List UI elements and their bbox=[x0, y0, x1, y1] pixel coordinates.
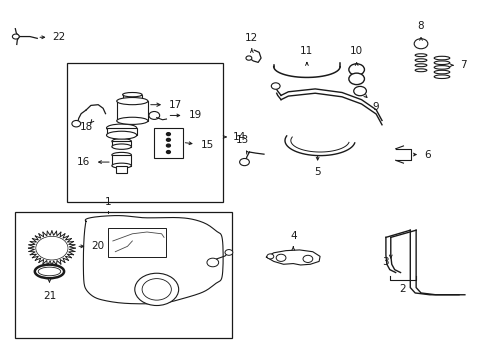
Text: 3: 3 bbox=[381, 257, 387, 267]
Circle shape bbox=[166, 144, 170, 147]
Bar bbox=[112, 141, 131, 147]
Bar bbox=[112, 155, 131, 166]
Text: 5: 5 bbox=[314, 167, 320, 177]
Bar bbox=[117, 101, 148, 121]
Ellipse shape bbox=[106, 131, 137, 139]
Ellipse shape bbox=[112, 163, 131, 168]
Ellipse shape bbox=[35, 265, 64, 278]
Text: 21: 21 bbox=[43, 291, 56, 301]
Ellipse shape bbox=[414, 54, 426, 57]
Text: 20: 20 bbox=[91, 241, 104, 251]
Ellipse shape bbox=[433, 61, 449, 64]
Text: 8: 8 bbox=[417, 21, 424, 31]
Text: 14: 14 bbox=[233, 132, 246, 142]
Text: 19: 19 bbox=[188, 111, 201, 121]
Bar bbox=[15, 212, 232, 338]
Ellipse shape bbox=[433, 56, 449, 60]
Text: 10: 10 bbox=[349, 46, 363, 56]
Text: 7: 7 bbox=[460, 60, 466, 70]
Text: 15: 15 bbox=[200, 140, 213, 150]
Ellipse shape bbox=[414, 59, 426, 62]
Bar bbox=[66, 63, 222, 202]
Circle shape bbox=[276, 254, 285, 261]
Circle shape bbox=[348, 64, 364, 75]
Circle shape bbox=[245, 56, 251, 60]
Text: 11: 11 bbox=[300, 46, 313, 56]
Circle shape bbox=[36, 236, 68, 260]
Circle shape bbox=[348, 73, 364, 85]
Circle shape bbox=[239, 158, 249, 166]
Ellipse shape bbox=[106, 124, 137, 132]
Ellipse shape bbox=[117, 98, 148, 105]
Ellipse shape bbox=[112, 139, 131, 144]
Text: 4: 4 bbox=[289, 231, 296, 240]
Circle shape bbox=[271, 83, 280, 89]
Ellipse shape bbox=[112, 152, 131, 157]
Ellipse shape bbox=[433, 70, 449, 74]
Ellipse shape bbox=[112, 144, 131, 149]
Circle shape bbox=[166, 133, 170, 135]
Text: 18: 18 bbox=[79, 122, 92, 132]
Ellipse shape bbox=[433, 75, 449, 78]
Ellipse shape bbox=[38, 267, 61, 276]
Circle shape bbox=[72, 121, 81, 127]
Bar bbox=[106, 128, 137, 135]
Text: 17: 17 bbox=[168, 100, 182, 110]
Text: 22: 22 bbox=[52, 32, 65, 42]
Text: 13: 13 bbox=[235, 135, 248, 145]
Circle shape bbox=[12, 34, 19, 39]
Circle shape bbox=[166, 150, 170, 153]
Circle shape bbox=[413, 39, 427, 49]
Circle shape bbox=[149, 112, 159, 120]
Ellipse shape bbox=[117, 117, 148, 125]
Circle shape bbox=[135, 273, 178, 306]
Text: 9: 9 bbox=[372, 102, 379, 112]
Text: 2: 2 bbox=[399, 284, 406, 294]
Ellipse shape bbox=[414, 69, 426, 72]
Circle shape bbox=[142, 279, 171, 300]
Circle shape bbox=[206, 258, 218, 267]
Text: 12: 12 bbox=[244, 33, 258, 43]
Bar bbox=[116, 166, 127, 173]
Text: 6: 6 bbox=[423, 149, 430, 159]
Circle shape bbox=[353, 86, 366, 96]
Circle shape bbox=[224, 249, 232, 255]
Ellipse shape bbox=[433, 66, 449, 69]
Text: 16: 16 bbox=[77, 157, 90, 167]
Circle shape bbox=[166, 138, 170, 141]
Polygon shape bbox=[266, 250, 320, 265]
Bar bbox=[122, 95, 142, 101]
Bar bbox=[108, 228, 166, 257]
Text: 1: 1 bbox=[104, 197, 111, 207]
Ellipse shape bbox=[414, 64, 426, 67]
Ellipse shape bbox=[122, 93, 142, 97]
Bar bbox=[154, 129, 182, 158]
Circle shape bbox=[266, 254, 273, 259]
Circle shape bbox=[303, 255, 312, 262]
